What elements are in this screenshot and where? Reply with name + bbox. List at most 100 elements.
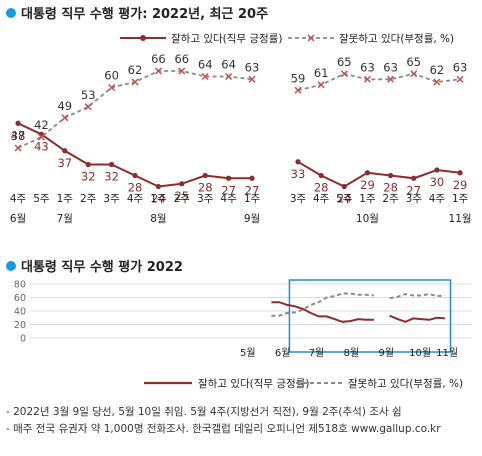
- bullet-dot-icon: [6, 260, 16, 271]
- data-label-negative-10: 63: [245, 60, 260, 74]
- point-negative-3-stroke-b: [84, 103, 92, 111]
- point-negative-0-stroke-b: [14, 144, 22, 152]
- point-negative-8: [201, 72, 209, 81]
- point-negative-4: [108, 83, 116, 92]
- bullet-dot-icon: [6, 7, 16, 18]
- point-positive-11: [295, 159, 301, 165]
- point-negative-7-stroke-b: [178, 67, 186, 75]
- x-month-label-4: 9월: [379, 347, 395, 359]
- recent-20-weeks-highlight-box: [288, 279, 452, 353]
- point-negative-16-stroke-b: [410, 70, 418, 78]
- y-tick-label-40: 40: [14, 307, 26, 318]
- point-positive-12: [318, 172, 324, 179]
- point-positive-4: [109, 161, 115, 168]
- data-label-positive-9: 27: [221, 183, 236, 197]
- data-label-positive-6: 24: [151, 192, 166, 206]
- point-negative-16: [410, 70, 418, 78]
- point-negative-11-stroke-b: [294, 86, 302, 94]
- point-negative-14-stroke-b: [363, 75, 371, 83]
- data-label-positive-18: 29: [453, 178, 468, 192]
- point-negative-5-stroke-b: [131, 78, 139, 86]
- legend-positive-marker: [140, 35, 146, 41]
- data-label-positive-3: 32: [81, 170, 96, 184]
- x-tick-label-8: 3주: [197, 193, 214, 205]
- data-label-negative-12: 61: [314, 66, 329, 80]
- month-label-2: 7월: [57, 213, 73, 225]
- data-label-negative-0: 38: [11, 129, 26, 143]
- point-negative-4-stroke-b: [108, 83, 116, 92]
- point-positive-7: [179, 181, 185, 187]
- x-tick-label-10: 1주: [244, 193, 261, 205]
- data-label-negative-8: 64: [198, 58, 213, 72]
- point-negative-17: [433, 78, 441, 86]
- legend-negative-label: 잘못하고 있다(부정률, %): [339, 32, 454, 45]
- x-month-label-5: 10월: [409, 347, 431, 359]
- chart2-title: 대통령 직무 수행 평가 2022: [6, 256, 183, 275]
- point-negative-2: [61, 114, 69, 122]
- x-tick-label-9: 4주: [220, 193, 237, 205]
- data-label-positive-8: 28: [198, 181, 213, 195]
- data-label-negative-6: 66: [151, 52, 166, 66]
- legend-negative-marker: [307, 34, 315, 42]
- series-negative-line-2: [297, 72, 461, 92]
- point-positive-8: [202, 172, 208, 179]
- data-label-positive-5: 28: [128, 181, 143, 195]
- data-label-positive-11: 33: [291, 167, 306, 181]
- point-positive-15: [388, 172, 394, 179]
- y-tick-label-0: 0: [20, 334, 26, 345]
- data-label-positive-2: 37: [57, 156, 72, 170]
- data-label-negative-16: 65: [406, 55, 421, 69]
- data-label-positive-1: 43: [34, 139, 49, 153]
- footnote-1: - 2022년 3월 9일 당선, 5월 10일 취임. 5월 4주(지방선거 …: [6, 406, 402, 418]
- x-tick-label-12: 4주: [313, 193, 330, 205]
- point-negative-2-stroke-b: [61, 114, 69, 122]
- point-negative-8-stroke-b: [201, 72, 209, 81]
- legend-negative-marker-stroke-b: [307, 34, 315, 42]
- x-tick-label-18: 1주: [452, 193, 469, 205]
- point-negative-10-stroke-b: [248, 75, 256, 83]
- x-tick-label-2: 1주: [57, 193, 74, 205]
- data-label-negative-4: 60: [104, 69, 119, 83]
- chart1-title: 대통령 직무 수행 평가: 2022년, 최근 20주: [6, 3, 268, 22]
- point-negative-9: [225, 72, 233, 81]
- chart1-plot: 잘하고 있다(직무 긍정률) 잘못하고 있다(부정률, %) 47 43 37 32 32 2…: [10, 32, 472, 225]
- chart2-title-text: 대통령 직무 수행 평가 2022: [21, 260, 183, 275]
- x-tick-label-15: 2주: [382, 193, 399, 205]
- point-negative-3: [84, 103, 92, 111]
- series2-negative-line-4: [389, 293, 445, 300]
- point-negative-18-stroke-b: [456, 75, 464, 83]
- y-tick-label-20: 20: [14, 320, 26, 331]
- point-negative-0: [14, 144, 22, 152]
- point-negative-12-stroke-b: [317, 81, 325, 89]
- x-tick-label-4: 3주: [103, 193, 120, 205]
- point-positive-9: [226, 175, 232, 181]
- data-label-positive-15: 28: [383, 181, 398, 195]
- x-tick-label-11: 3주: [290, 193, 307, 205]
- point-positive-6: [155, 183, 161, 190]
- point-negative-5: [131, 78, 139, 86]
- data-label-negative-5: 62: [128, 63, 143, 77]
- point-negative-17-stroke-b: [433, 78, 441, 86]
- series2-positive-line-3: [271, 301, 374, 323]
- x-tick-label-17: 4주: [429, 193, 446, 205]
- x-tick-label-13: 5주: [336, 193, 353, 205]
- data-label-negative-9: 64: [221, 58, 236, 72]
- point-negative-7: [178, 67, 186, 75]
- data-label-negative-2: 49: [57, 99, 72, 113]
- x-month-label-1: 6월: [275, 347, 291, 359]
- point-positive-14: [364, 170, 371, 176]
- x-month-label-6: 11월: [436, 347, 458, 359]
- series2-negative-line-3: [271, 292, 374, 317]
- month-label-10: 9월: [244, 213, 260, 225]
- y-tick-label-60: 60: [14, 293, 26, 304]
- month-label-18: 11월: [449, 213, 472, 225]
- point-negative-11: [294, 86, 302, 94]
- x-month-label-0: 5월: [240, 347, 256, 359]
- point-negative-15-stroke-b: [387, 75, 395, 83]
- x-tick-label-14: 1주: [359, 193, 376, 205]
- series-positive-line-2: [297, 160, 461, 188]
- series2-positive-line-4: [389, 314, 445, 323]
- point-positive-3: [85, 161, 91, 168]
- data-label-positive-17: 30: [430, 175, 445, 189]
